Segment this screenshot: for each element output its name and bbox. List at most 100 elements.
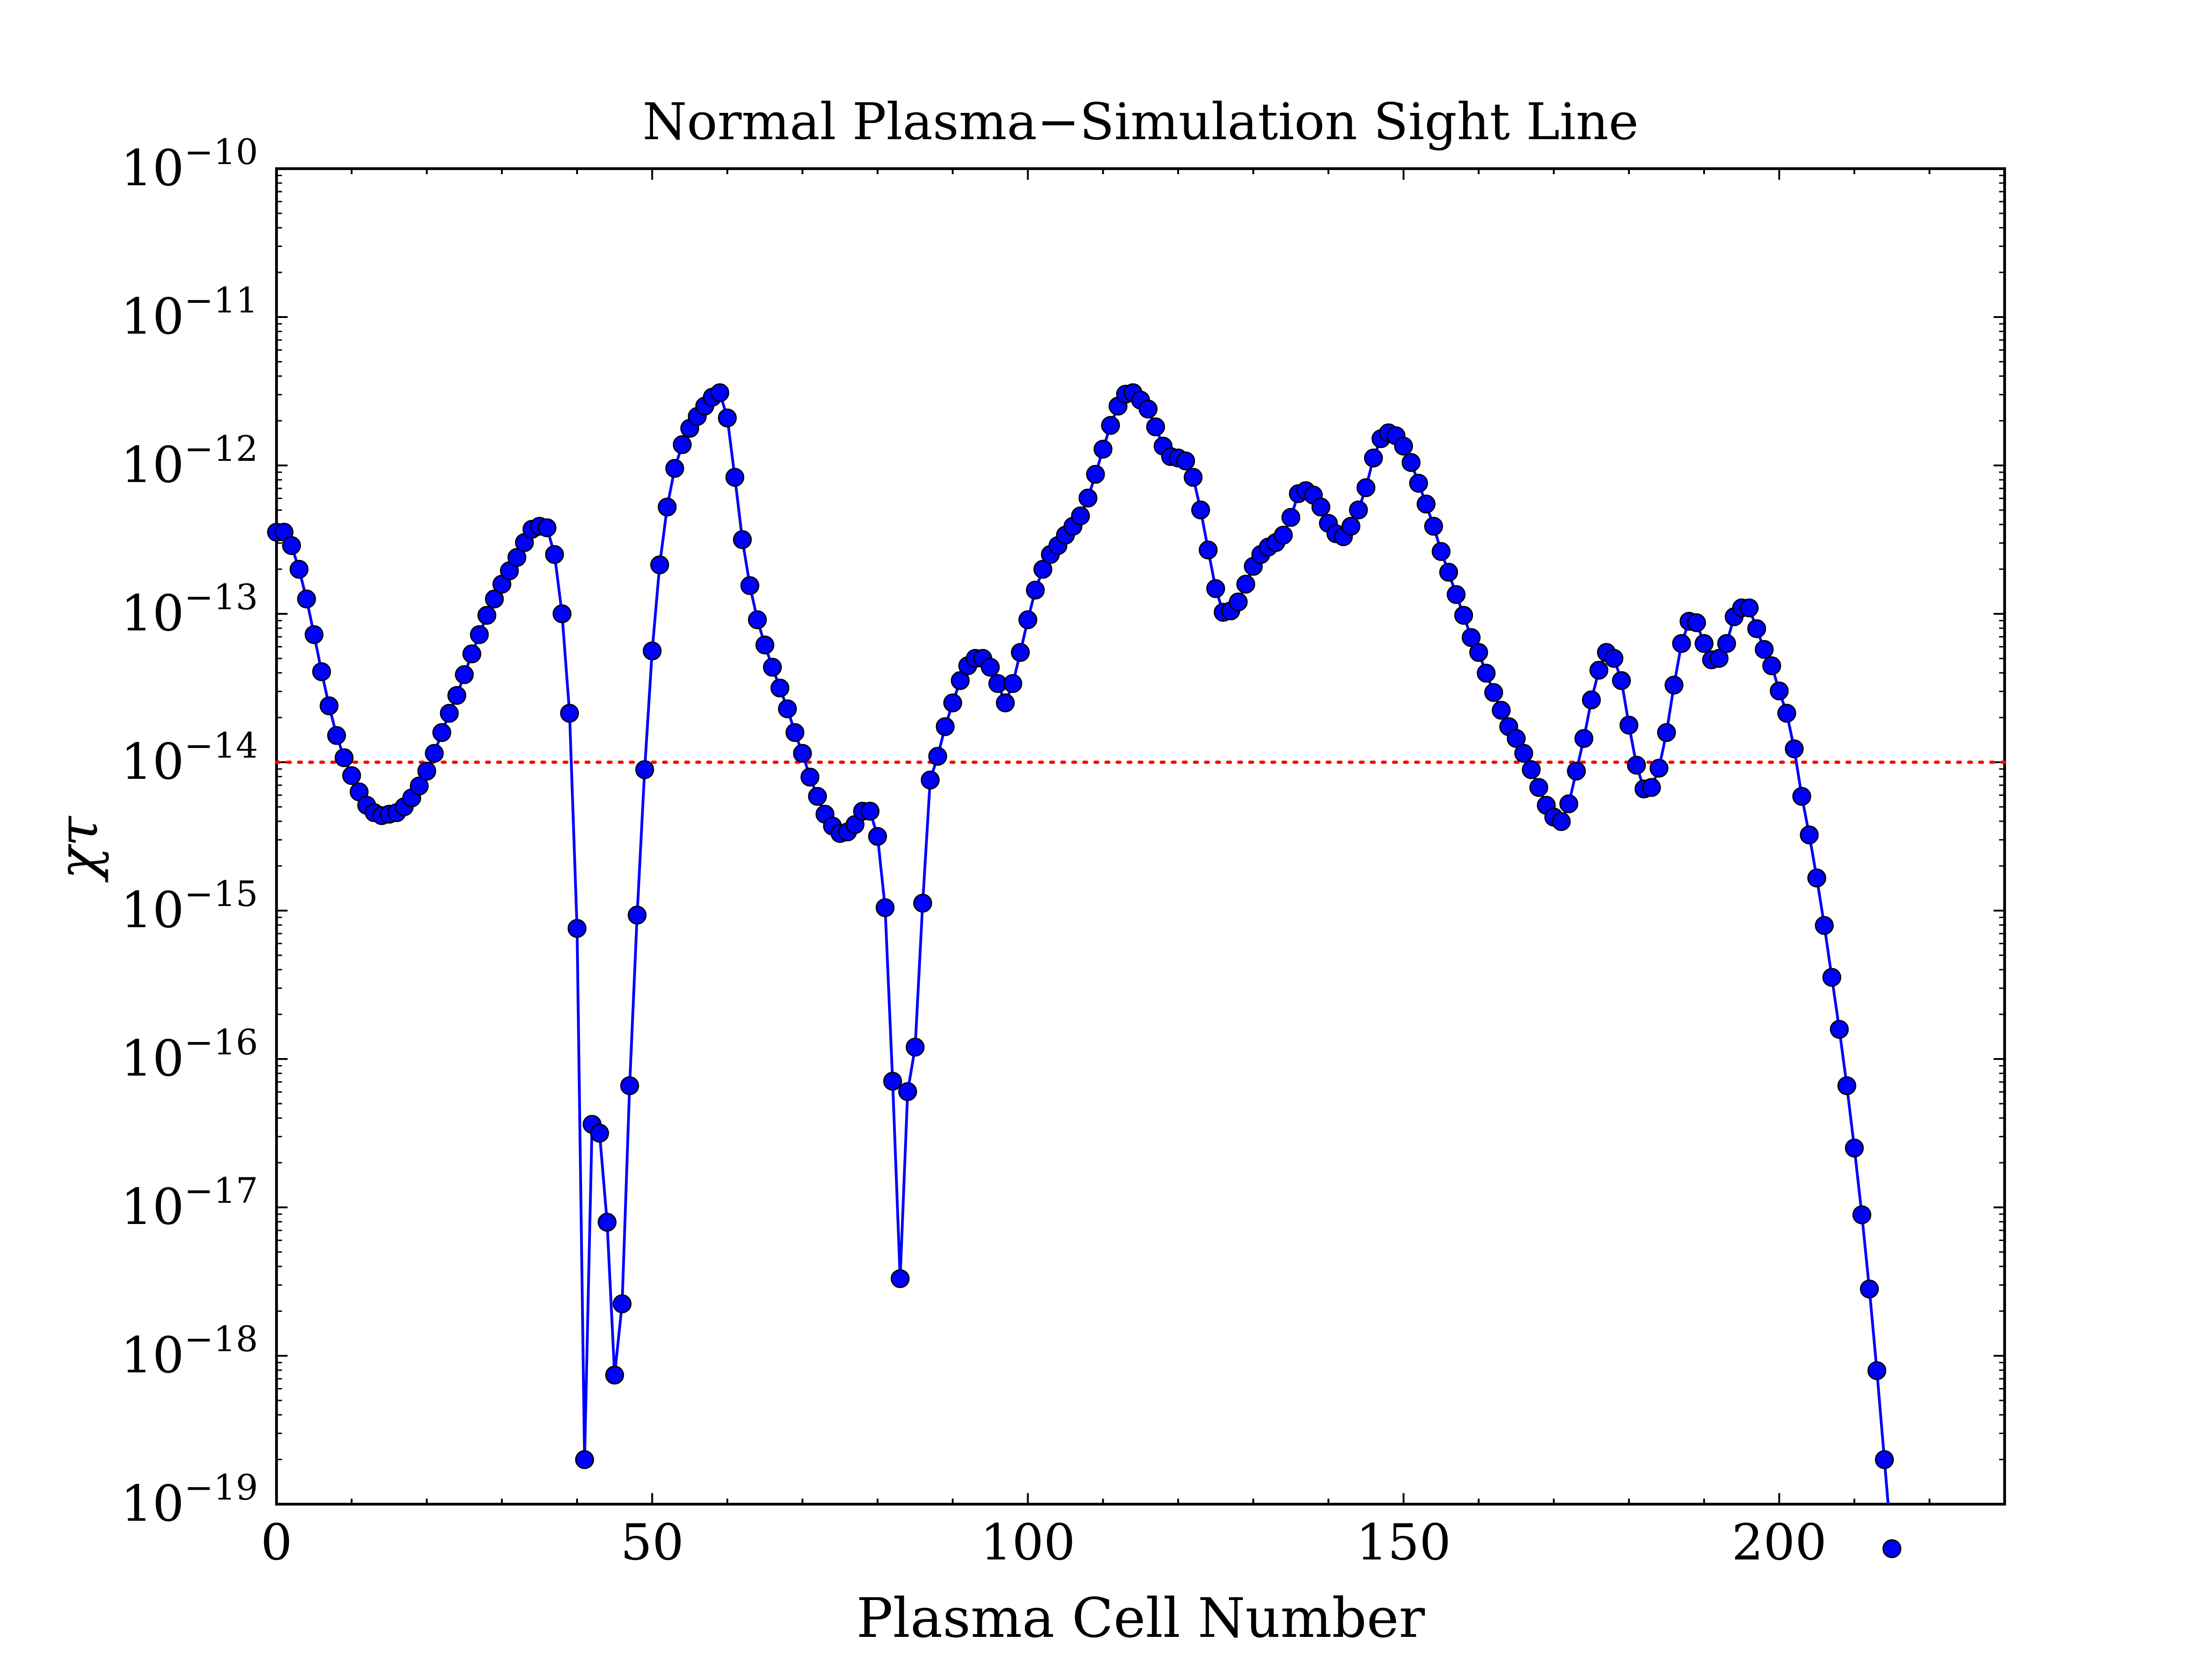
data-point [1191, 500, 1210, 520]
data-series [267, 383, 1901, 1559]
data-point [642, 641, 662, 660]
data-point [1867, 1361, 1887, 1380]
chart-title: Normal Plasma−Simulation Sight Line [642, 92, 1638, 151]
data-point [1311, 497, 1330, 517]
data-point [1206, 579, 1225, 598]
y-tick-label: 10−12 [121, 428, 258, 494]
data-point [748, 610, 767, 629]
data-point [597, 1212, 617, 1232]
data-point [860, 801, 880, 821]
data-point [1559, 794, 1578, 813]
data-point [1018, 610, 1037, 629]
y-tick-label: 10−13 [121, 577, 258, 642]
y-tick-label: 10−14 [121, 725, 258, 791]
data-point [1071, 506, 1090, 525]
data-point [1815, 916, 1834, 935]
data-point [1740, 598, 1759, 618]
data-point [462, 644, 482, 664]
data-point [1837, 1076, 1857, 1095]
data-point [470, 625, 489, 644]
data-point [868, 827, 887, 846]
data-point [890, 1269, 910, 1288]
data-point [1792, 787, 1812, 806]
data-point [1717, 634, 1736, 653]
x-tick-label: 0 [261, 1514, 293, 1571]
data-point [1672, 634, 1691, 653]
data-point [1236, 575, 1255, 594]
data-point [1401, 453, 1421, 472]
data-point [628, 906, 647, 925]
data-point [1777, 704, 1796, 723]
data-point [1078, 488, 1098, 508]
data-point [943, 693, 962, 712]
data-point [1852, 1205, 1871, 1224]
data-point [981, 658, 1000, 677]
y-tick-label: 10−15 [121, 873, 258, 939]
data-point [1394, 436, 1413, 456]
data-point [1800, 825, 1819, 845]
data-point [1845, 1138, 1864, 1158]
data-point [447, 686, 466, 705]
data-point [658, 497, 677, 517]
data-point [1199, 541, 1218, 559]
data-point [440, 704, 459, 723]
data-point [672, 435, 692, 454]
data-point [710, 383, 729, 402]
data-point [1552, 812, 1571, 831]
data-point [800, 767, 820, 787]
data-point [1875, 1450, 1894, 1469]
data-point [898, 1082, 918, 1101]
data-point [1439, 563, 1458, 582]
y-tick-label: 10−17 [121, 1170, 258, 1236]
data-point [906, 1037, 925, 1057]
data-point [1424, 517, 1443, 536]
data-point [432, 723, 452, 742]
data-point [575, 1450, 594, 1469]
data-point [1281, 508, 1300, 527]
y-tick-label: 10−11 [121, 280, 258, 346]
data-point [650, 555, 669, 575]
data-point [921, 771, 940, 790]
data-point [590, 1124, 609, 1143]
data-point [605, 1365, 624, 1385]
data-point [1882, 1539, 1901, 1559]
data-point [1431, 542, 1451, 561]
data-point [1747, 619, 1766, 638]
data-point [297, 589, 316, 609]
data-point [560, 704, 579, 723]
data-point [424, 744, 444, 763]
data-point [1687, 613, 1706, 632]
x-tick-label: 100 [980, 1514, 1075, 1571]
data-point [312, 662, 331, 682]
plot-frame [275, 167, 2006, 1506]
data-point [1604, 649, 1624, 668]
data-point [485, 589, 504, 609]
y-tick-label: 10−19 [121, 1467, 258, 1533]
data-point [1101, 416, 1120, 435]
data-point [785, 723, 805, 742]
data-point [755, 635, 775, 655]
data-point [1183, 468, 1203, 487]
data-point [417, 761, 436, 781]
data-point [778, 699, 797, 718]
data-point [1506, 729, 1526, 748]
data-point [1477, 664, 1496, 683]
data-point [1469, 643, 1488, 662]
data-point [808, 787, 827, 806]
data-point [1830, 1020, 1849, 1039]
data-point [620, 1076, 639, 1095]
data-point [1860, 1279, 1879, 1299]
data-point [718, 408, 737, 428]
data-point [1033, 559, 1053, 579]
data-point [1762, 656, 1782, 676]
x-tick-label: 200 [1732, 1514, 1827, 1571]
data-point [725, 468, 745, 487]
data-point [342, 766, 361, 785]
ticks [276, 168, 2006, 1505]
data-point [1138, 400, 1158, 419]
data-point [1529, 778, 1548, 797]
data-point [1574, 729, 1594, 748]
data-point [1589, 660, 1609, 680]
data-point [319, 696, 339, 716]
